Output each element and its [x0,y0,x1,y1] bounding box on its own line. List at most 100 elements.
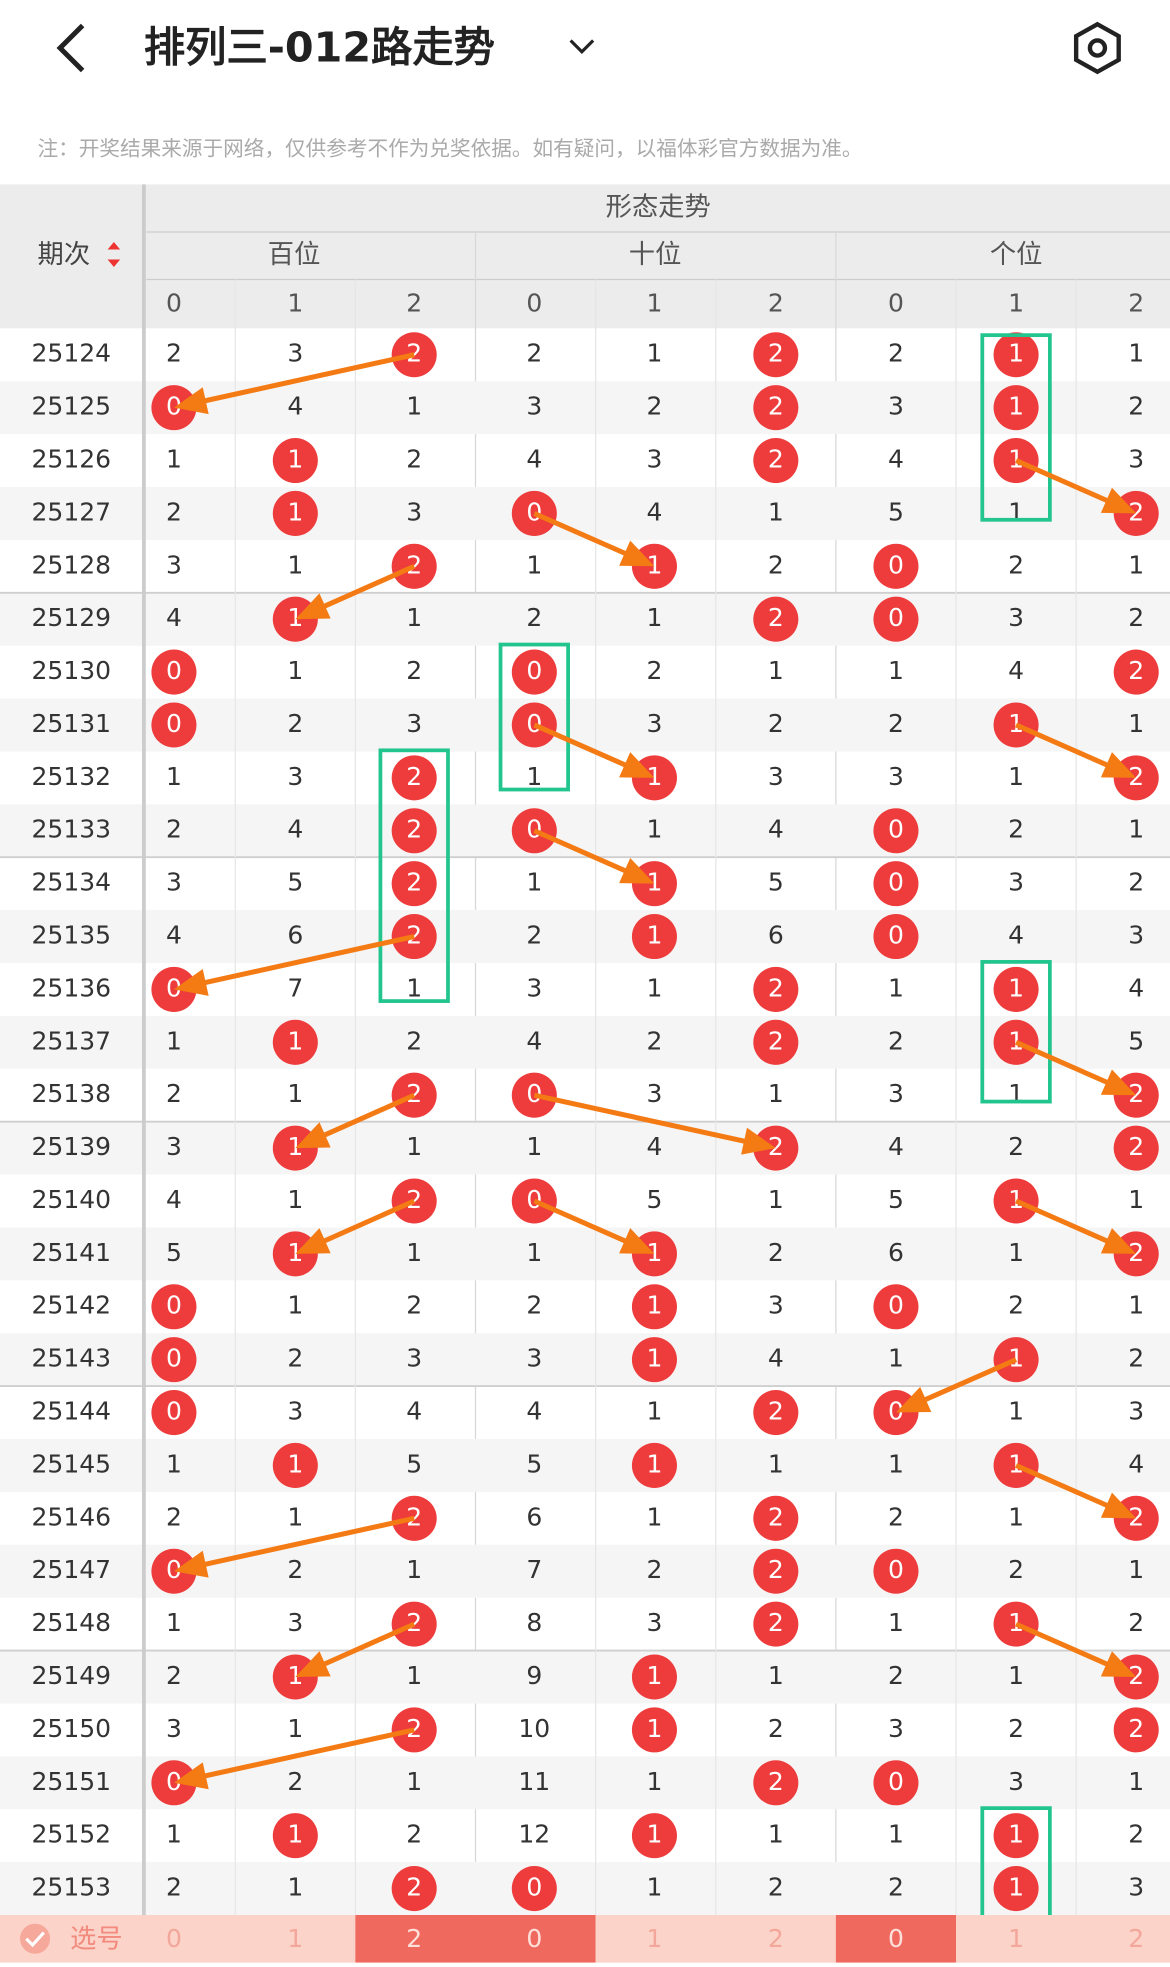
miss-count: 2 [1128,1344,1144,1373]
hit-number: 0 [888,603,904,632]
hit-number: 2 [406,339,422,368]
miss-count: 2 [888,339,904,368]
miss-count: 3 [166,1132,182,1161]
miss-count: 6 [768,921,784,950]
miss-count: 2 [406,445,422,474]
miss-count: 4 [646,1132,662,1161]
hit-ball [753,1601,799,1647]
miss-count: 1 [166,762,182,791]
hit-number: 2 [768,445,784,474]
hit-number: 1 [646,1820,662,1849]
miss-count: 3 [287,762,303,791]
miss-count: 11 [518,1767,550,1796]
arrow-head [173,387,209,415]
hit-number: 2 [1128,1502,1144,1531]
select-cell[interactable] [715,1914,836,1963]
hit-number: 2 [768,1555,784,1584]
miss-count: 1 [646,1397,662,1426]
miss-count: 1 [287,1502,303,1531]
select-cell[interactable] [595,1914,716,1963]
hit-number: 1 [646,921,662,950]
hit-ball [631,1442,677,1488]
hit-number: 0 [526,1873,542,1902]
hit-number: 2 [1128,1132,1144,1161]
settings-icon [1073,21,1121,75]
miss-count: 4 [768,815,784,844]
hit-ball [272,438,318,484]
digit-header: 0 [888,289,904,318]
hit-number: 2 [768,1132,784,1161]
miss-count: 2 [646,1026,662,1055]
miss-count: 2 [406,1026,422,1055]
miss-count: 1 [166,1608,182,1637]
hit-ball [631,1707,677,1753]
hit-ball [873,1284,919,1330]
group-header: 形态走势 [606,193,711,223]
select-cell[interactable] [956,1914,1077,1963]
miss-count: 1 [166,1026,182,1055]
miss-count: 5 [646,1185,662,1214]
miss-count: 1 [406,603,422,632]
period: 25127 [32,497,112,526]
miss-count: 5 [1128,1026,1144,1055]
hit-number: 2 [1128,1238,1144,1267]
miss-count: 3 [166,550,182,579]
miss-count: 3 [1008,603,1024,632]
miss-count: 2 [287,1344,303,1373]
hit-number: 0 [166,1291,182,1320]
period: 25148 [32,1608,112,1637]
hit-number: 0 [526,497,542,526]
period: 25143 [32,1344,112,1373]
hit-number: 2 [406,815,422,844]
hit-number: 1 [287,445,303,474]
miss-count: 1 [888,1344,904,1373]
miss-count: 5 [287,868,303,897]
miss-count: 2 [768,709,784,738]
miss-count: 2 [287,1555,303,1584]
miss-count: 3 [1128,1873,1144,1902]
hit-number: 2 [1128,1661,1144,1690]
select-cell[interactable] [235,1914,356,1963]
period: 25132 [32,762,112,791]
hit-number: 2 [406,1502,422,1531]
dropdown-icon[interactable] [569,39,595,54]
hit-ball [272,490,318,536]
select-cell[interactable] [146,1914,236,1963]
miss-count: 4 [406,1397,422,1426]
settings-button[interactable] [1073,21,1121,75]
miss-count: 2 [888,1873,904,1902]
check-mark [25,1931,45,1948]
hit-number: 1 [646,1291,662,1320]
miss-count: 1 [646,1767,662,1796]
miss-count: 2 [1128,1820,1144,1849]
miss-count: 3 [646,1608,662,1637]
miss-count: 2 [166,815,182,844]
hit-ball [272,1019,318,1065]
miss-count: 4 [166,1185,182,1214]
selected-cell[interactable] [355,1914,476,1963]
miss-count: 2 [1128,868,1144,897]
miss-count: 2 [646,1555,662,1584]
selected-cell[interactable] [475,1914,596,1963]
hit-number: 0 [888,1397,904,1426]
select-cell[interactable] [1076,1914,1170,1963]
hit-number: 0 [526,656,542,685]
selected-cell[interactable] [835,1914,957,1963]
highlight-box [980,333,1052,522]
select-digit: 0 [526,1924,542,1953]
digit-header: 0 [526,289,542,318]
arrow-head [1100,752,1137,778]
back-button[interactable] [56,23,85,73]
hit-number: 1 [1008,1185,1024,1214]
hit-ball [753,1390,799,1436]
period-header: 期次 [38,240,91,270]
arrow-head [295,1651,331,1677]
period: 25137 [32,1026,112,1055]
hit-number: 2 [768,339,784,368]
miss-count: 5 [888,497,904,526]
select-digit: 1 [287,1924,303,1953]
hit-ball [631,1813,677,1859]
hit-ball [873,914,919,960]
miss-count: 3 [768,762,784,791]
hit-number: 0 [888,550,904,579]
